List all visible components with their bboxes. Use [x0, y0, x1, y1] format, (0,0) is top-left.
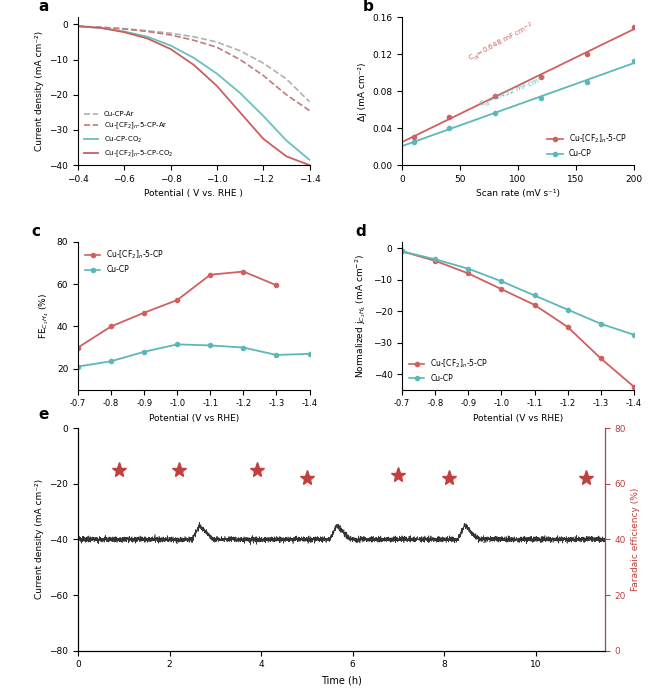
Text: a: a [38, 0, 49, 15]
Legend: Cu-[CF$_2$]$_n$-5-CP, Cu-CP: Cu-[CF$_2$]$_n$-5-CP, Cu-CP [544, 130, 630, 161]
Y-axis label: Faradaic efficiency (%): Faradaic efficiency (%) [631, 488, 640, 591]
Legend: Cu-CP-Ar, Cu-[CF$_2$]$_n$-5-CP-Ar, Cu-CP-CO$_2$, Cu-[CF$_2$]$_n$-5-CP-CO$_2$: Cu-CP-Ar, Cu-[CF$_2$]$_n$-5-CP-Ar, Cu-CP… [81, 109, 176, 161]
X-axis label: Potential ( V vs. RHE ): Potential ( V vs. RHE ) [144, 189, 243, 198]
Legend: Cu-[CF$_2$]$_n$-5-CP, Cu-CP: Cu-[CF$_2$]$_n$-5-CP, Cu-CP [82, 246, 168, 277]
Y-axis label: Current density (mA cm⁻²): Current density (mA cm⁻²) [34, 31, 44, 151]
X-axis label: Time (h): Time (h) [321, 675, 361, 685]
Text: b: b [363, 0, 374, 15]
X-axis label: Scan rate (mV s⁻¹): Scan rate (mV s⁻¹) [476, 189, 560, 198]
Text: C$_{dl}$=0.452 mF cm$^{-2}$: C$_{dl}$=0.452 mF cm$^{-2}$ [478, 72, 549, 111]
Y-axis label: FE$_{C_2H_4}$ (%): FE$_{C_2H_4}$ (%) [38, 293, 51, 339]
Text: c: c [32, 224, 41, 239]
Legend: Cu-[CF$_2$]$_n$-5-CP, Cu-CP: Cu-[CF$_2$]$_n$-5-CP, Cu-CP [406, 354, 491, 386]
Y-axis label: Δj (mA cm⁻²): Δj (mA cm⁻²) [358, 62, 367, 120]
Y-axis label: Current density (mA cm⁻²): Current density (mA cm⁻²) [34, 480, 44, 599]
Text: C$_{dl}$=0.648 mF cm$^{-2}$: C$_{dl}$=0.648 mF cm$^{-2}$ [466, 20, 536, 65]
X-axis label: Potential (V vs RHE): Potential (V vs RHE) [473, 414, 563, 423]
Text: e: e [38, 407, 49, 422]
Y-axis label: Normalized j$_{C_2H_4}$ (mA cm$^{-2}$): Normalized j$_{C_2H_4}$ (mA cm$^{-2}$) [353, 254, 368, 378]
X-axis label: Potential (V vs RHE): Potential (V vs RHE) [149, 414, 239, 423]
Text: d: d [356, 224, 367, 239]
